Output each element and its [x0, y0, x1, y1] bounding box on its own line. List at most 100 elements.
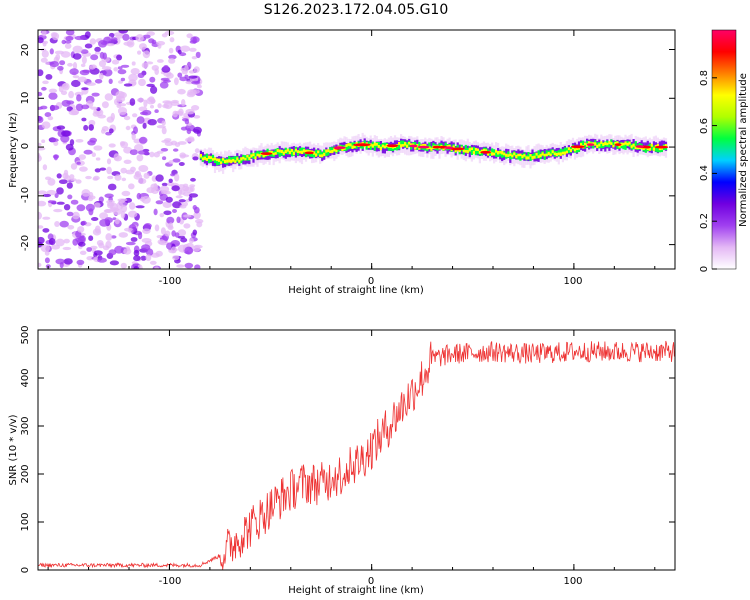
heatmap-cell [282, 151, 285, 155]
heatmap-cell [170, 173, 176, 177]
heatmap-cell [168, 58, 176, 64]
heatmap-cell [567, 147, 570, 151]
heatmap-cell [38, 211, 42, 220]
heatmap-cell [93, 175, 100, 181]
heatmap-cell [143, 99, 148, 108]
heatmap-cell [80, 63, 86, 68]
heatmap-cell [157, 239, 166, 245]
heatmap-cell [428, 146, 431, 150]
heatmap-cell [402, 140, 405, 146]
heatmap-cell [76, 94, 82, 102]
heatmap-cell [159, 185, 170, 193]
heatmap-cell [117, 66, 123, 70]
heatmap-cell [517, 149, 520, 158]
colorbar: 0 0.2 0.4 0.6 0.8 Normalized spectral am… [699, 29, 749, 272]
heatmap-cell [493, 152, 496, 156]
heatmap-cell [142, 228, 151, 235]
heatmap-cell [600, 141, 603, 144]
heatmap-cell [42, 164, 48, 171]
heatmap-cell [38, 190, 47, 195]
heatmap-cell [213, 157, 217, 161]
heatmap-cell [97, 257, 107, 263]
heatmap-cell [129, 202, 136, 210]
heatmap-ytick-label: -10 [20, 187, 31, 203]
heatmap-cell [38, 154, 42, 162]
heatmap-cell [129, 98, 136, 106]
heatmap-cell [537, 155, 540, 159]
heatmap-cell [624, 143, 627, 150]
heatmap-cell [159, 81, 169, 89]
heatmap-cell [57, 65, 64, 71]
heatmap-cell [355, 143, 371, 147]
heatmap-cell [624, 141, 627, 145]
heatmap-cell [117, 107, 128, 115]
heatmap-cell [38, 69, 44, 77]
heatmap-cell [51, 138, 59, 142]
heatmap-cell [614, 143, 622, 147]
heatmap-cell [85, 175, 92, 180]
heatmap-cell [94, 51, 101, 55]
heatmap-ridge [199, 132, 669, 174]
heatmap-cell [207, 156, 211, 163]
heatmap-cell [75, 179, 82, 184]
heatmap-cell [188, 196, 193, 202]
heatmap-cell [74, 35, 85, 41]
heatmap-cell [65, 36, 74, 41]
heatmap-y-axis-label: Frequency (Hz) [8, 112, 19, 188]
snr-ytick-label: 200 [20, 464, 31, 483]
heatmap-cell [169, 37, 175, 43]
heatmap-cell [290, 149, 293, 152]
heatmap-cell [276, 149, 279, 152]
heatmap-cell [179, 154, 190, 158]
heatmap-cell [93, 250, 103, 256]
heatmap-cell [565, 150, 568, 154]
heatmap-cell [246, 155, 249, 161]
heatmap-cell [347, 143, 350, 146]
heatmap-cell [186, 33, 193, 39]
heatmap-cell [157, 103, 162, 109]
heatmap-cell [207, 155, 211, 159]
heatmap-cell [161, 120, 166, 126]
heatmap-cell [612, 144, 615, 148]
heatmap-cell [284, 150, 287, 153]
heatmap-cell [123, 227, 133, 232]
heatmap-cell [654, 145, 669, 149]
heatmap-cell [85, 203, 95, 212]
heatmap-cell [145, 248, 154, 256]
heatmap-cell [216, 159, 219, 166]
snr-x-axis-label: Height of straight line (km) [288, 585, 424, 596]
heatmap-cell [178, 199, 186, 203]
heatmap-cell [537, 150, 540, 156]
heatmap-cell [351, 145, 354, 149]
heatmap-cell [114, 245, 124, 254]
heatmap-cell [166, 72, 174, 79]
heatmap-cell [101, 126, 109, 132]
heatmap-cell [76, 204, 86, 212]
heatmap-cell [179, 204, 187, 209]
heatmap-cell [113, 32, 124, 37]
heatmap-cell [367, 144, 370, 148]
heatmap-cell [179, 76, 188, 82]
heatmap-cell [515, 154, 518, 159]
heatmap-cell [156, 125, 166, 129]
heatmap-cell [315, 149, 318, 156]
heatmap-cell [262, 154, 265, 158]
heatmap-cell [650, 144, 653, 151]
heatmap-cell [48, 92, 58, 100]
heatmap-cell [495, 151, 498, 157]
heatmap-cell [428, 142, 431, 149]
heatmap-cell [628, 141, 631, 145]
heatmap-cell [630, 145, 633, 149]
heatmap-cell [545, 150, 548, 156]
heatmap-cell [369, 143, 372, 147]
heatmap-cell [189, 186, 195, 192]
snr-ytick-label: 500 [20, 325, 31, 344]
heatmap-cell [228, 159, 231, 163]
heatmap-cell [66, 211, 74, 217]
heatmap-cell [172, 255, 180, 261]
heatmap-cell [417, 145, 430, 149]
heatmap-cell [254, 152, 257, 158]
heatmap-cell [317, 150, 320, 154]
heatmap-cell [323, 149, 326, 156]
heatmap-cell [116, 54, 123, 61]
